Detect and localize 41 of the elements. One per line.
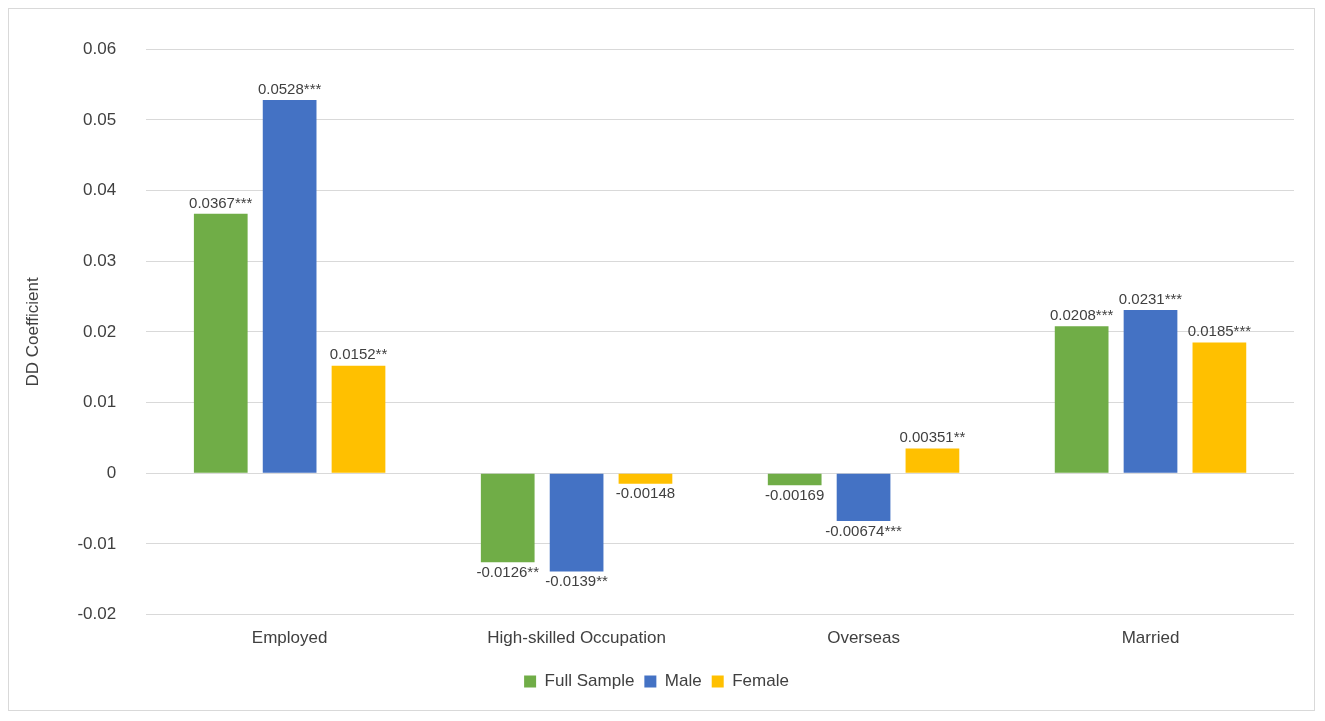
data-label: -0.0139**: [545, 572, 609, 590]
bar: [1123, 309, 1178, 473]
data-label: 0.0208***: [1049, 305, 1114, 323]
y-tick-label: 0.06: [83, 38, 117, 58]
y-tick-label: 0.02: [83, 321, 117, 341]
x-tick-label: High-skilled Occupation: [487, 628, 666, 648]
data-label: -0.00169: [765, 485, 825, 503]
bar: [549, 473, 604, 572]
bar: [1054, 326, 1109, 473]
y-tick-label: -0.01: [77, 533, 117, 553]
bar: [836, 473, 891, 521]
bar: [618, 473, 673, 484]
legend-label: Male: [664, 671, 702, 691]
legend-label: Full Sample: [544, 671, 635, 691]
bar: [905, 448, 960, 473]
x-tick-label: Married: [1121, 628, 1180, 648]
y-tick-label: 0: [106, 462, 117, 482]
bar: [262, 100, 317, 473]
data-label: 0.0528***: [257, 79, 322, 97]
data-label: 0.0152**: [329, 345, 388, 363]
bar: [480, 473, 535, 563]
data-label: -0.00674***: [825, 521, 903, 539]
legend-label: Female: [732, 671, 789, 691]
y-tick-label: 0.03: [83, 250, 117, 270]
y-tick-label: 0.04: [83, 180, 117, 200]
bar: [193, 213, 248, 473]
x-tick-label: Employed: [251, 628, 328, 648]
y-axis-title: DD Coefficient: [22, 276, 42, 387]
data-label: -0.00148: [615, 484, 676, 502]
data-label: 0.0231***: [1118, 289, 1183, 307]
data-label: -0.0126**: [476, 562, 540, 580]
y-tick-label: 0.01: [83, 392, 117, 412]
y-tick-label: -0.02: [77, 604, 117, 624]
bar: [1192, 342, 1247, 473]
x-tick-label: Overseas: [827, 628, 900, 648]
y-tick-label: 0.05: [83, 109, 117, 129]
data-label: 0.0185***: [1187, 322, 1252, 340]
data-label: 0.0367***: [189, 193, 253, 211]
data-label: 0.00351**: [899, 428, 966, 446]
bar: [767, 473, 822, 486]
bar: [331, 365, 386, 473]
